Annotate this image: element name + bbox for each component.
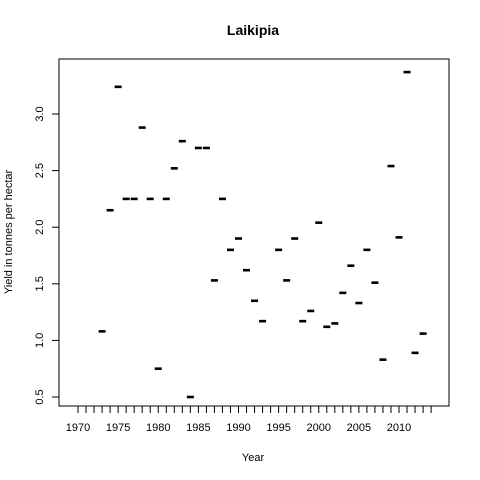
x-tick-label: 1990	[226, 422, 250, 434]
y-axis-label: Yield in tonnes per hectar	[3, 169, 15, 294]
y-tick-label: 1.0	[34, 333, 46, 348]
x-axis-label: Year	[242, 452, 265, 464]
y-axis: 0.5 1.0 1.5 2.0 2.5 3.0	[34, 106, 60, 405]
x-axis: 1970 1975 1980 1985 1990 1995 2000 2005 2010	[66, 405, 432, 434]
y-tick-label: 2.0	[34, 220, 46, 235]
y-tick-label: 3.0	[34, 106, 46, 121]
y-tick-label: 0.5	[34, 389, 46, 404]
y-tick-label: 1.5	[34, 276, 46, 291]
x-tick-label: 1995	[266, 422, 290, 434]
x-tick-label: 2005	[347, 422, 371, 434]
x-tick-label: 2010	[387, 422, 411, 434]
x-tick-label: 1975	[106, 422, 130, 434]
chart-title: Laikipia	[227, 22, 279, 38]
x-tick-label: 1985	[186, 422, 210, 434]
y-tick-label: 2.5	[34, 163, 46, 178]
x-tick-label: 1980	[146, 422, 170, 434]
data-points	[98, 70, 427, 399]
x-tick-label: 1970	[66, 422, 90, 434]
x-tick-label: 2000	[307, 422, 331, 434]
